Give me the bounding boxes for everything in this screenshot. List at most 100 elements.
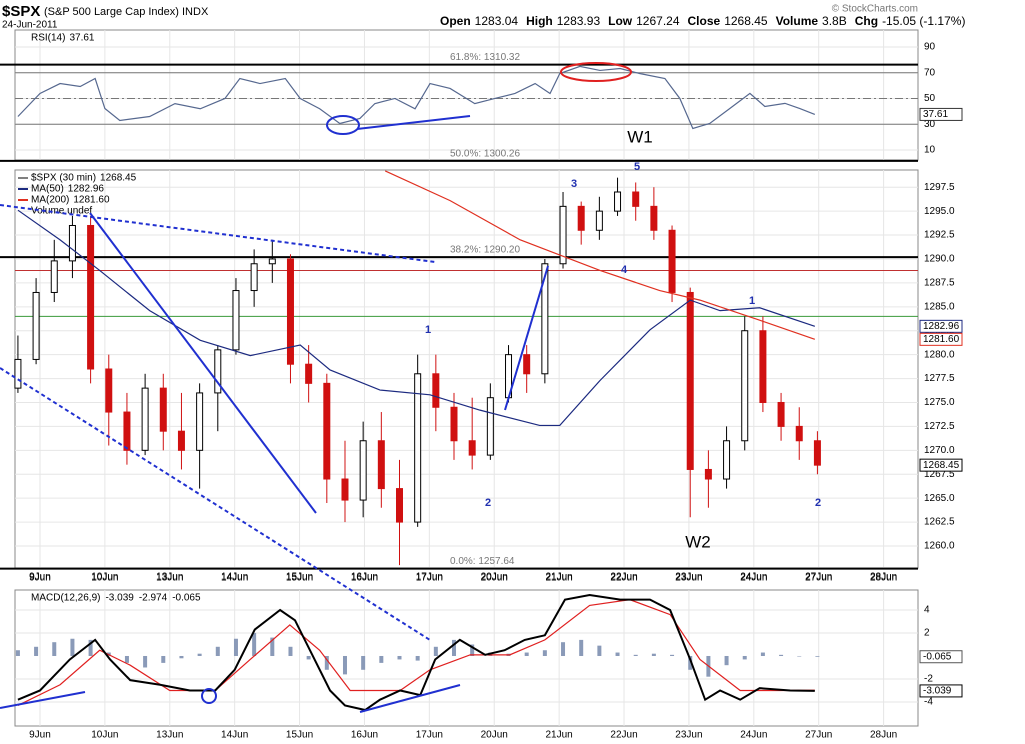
candle-body	[795, 425, 803, 442]
x-tick-label: 22Jun	[610, 730, 637, 741]
panel-frame	[14, 589, 919, 727]
last-value-box	[919, 650, 963, 664]
x-tick-label: 27Jun	[805, 573, 832, 584]
y-tick-label: 50	[924, 93, 936, 104]
x-tick-label: 13Jun	[156, 572, 183, 583]
x-tick-label: 14Jun	[221, 573, 248, 584]
y-tick-label: 4	[924, 605, 930, 616]
candle-body	[686, 291, 694, 470]
chart-title: $SPX	[2, 3, 40, 20]
fib-label: 61.8%: 1310.32	[450, 52, 520, 63]
chart-date: 24-Jun-2011	[2, 20, 58, 31]
histogram-bar	[797, 655, 802, 657]
x-tick-label: 17Jun	[416, 730, 443, 741]
histogram-bar	[815, 655, 820, 657]
candle-body	[341, 478, 349, 501]
candle-body	[68, 224, 76, 262]
x-tick-label: 21Jun	[546, 730, 573, 741]
x-tick-label: 22Jun	[610, 573, 637, 584]
x-tick-label: 15Jun	[286, 572, 313, 583]
trendline	[356, 115, 471, 130]
legend-label: MA(200)	[31, 195, 69, 206]
last-value-label: 1282.96	[923, 321, 960, 332]
x-tick-label: 15Jun	[286, 573, 313, 584]
legend-value: 1281.60	[73, 195, 110, 206]
panel-legend: -0.065	[172, 593, 201, 604]
candle-body	[105, 368, 113, 413]
y-tick-label: 1295.0	[924, 206, 955, 217]
histogram-bar	[88, 639, 93, 656]
histogram-bar	[524, 652, 529, 656]
candle-body	[741, 330, 749, 442]
histogram-bar	[361, 655, 366, 670]
candle-body	[87, 224, 95, 370]
wave-label: 5	[634, 161, 640, 173]
legend-label: Volume undef	[31, 206, 92, 217]
x-tick-label: 10Jun	[91, 572, 118, 583]
last-value-label: 1281.60	[923, 334, 960, 345]
legend-value: 1268.45	[100, 173, 137, 184]
x-tick-label: 16Jun	[351, 572, 378, 583]
y-tick-label: 1272.5	[924, 421, 955, 432]
y-tick-label: 70	[924, 67, 936, 78]
histogram-bar	[579, 639, 584, 656]
rsi-line	[17, 65, 816, 130]
y-tick-label: 1285.0	[924, 301, 955, 312]
x-tick-label: 13Jun	[156, 573, 183, 584]
header-value: 1283.93	[557, 14, 601, 28]
histogram-bar	[597, 645, 602, 656]
x-tick-label: 21Jun	[546, 573, 573, 584]
wave-label: 3	[571, 178, 577, 190]
histogram-bar	[615, 652, 620, 656]
x-tick-label: 20Jun	[481, 573, 508, 584]
x-tick-label: 17Jun	[416, 573, 443, 584]
y-tick-label: -4	[924, 697, 933, 708]
candle-body	[50, 260, 58, 293]
y-tick-label: 1287.5	[924, 278, 955, 289]
histogram-bar	[342, 655, 347, 675]
y-tick-label: 1297.5	[924, 182, 955, 193]
last-value-label: -3.039	[923, 686, 952, 697]
trendline	[89, 212, 317, 514]
candle-body	[523, 354, 531, 375]
candle-body	[377, 440, 385, 490]
last-value-box	[919, 332, 963, 346]
histogram-bar	[742, 655, 747, 660]
signal-line	[17, 599, 815, 706]
candle-body	[614, 191, 622, 212]
wave-label: 4	[621, 264, 628, 276]
y-tick-label: 1292.5	[924, 230, 955, 241]
credit: © StockCharts.com	[832, 4, 918, 15]
histogram-bar	[470, 644, 475, 656]
panel-frame	[14, 169, 919, 569]
x-tick-label: 9Jun	[29, 572, 51, 583]
histogram-bar	[379, 655, 384, 663]
candle-body	[232, 290, 240, 351]
fib-label: 38.2%: 1290.20	[450, 245, 520, 256]
header-value: 1268.45	[724, 14, 768, 28]
histogram-bar	[306, 655, 311, 660]
histogram-bar	[651, 653, 656, 656]
panel-frame	[14, 29, 919, 161]
panel-value: 37.61	[69, 33, 94, 44]
x-tick-label: 23Jun	[675, 730, 702, 741]
candle-body	[577, 205, 585, 231]
candle-body	[141, 387, 149, 451]
histogram-bar	[633, 654, 638, 656]
candle-body	[323, 382, 331, 480]
y-tick-label: 2	[924, 628, 930, 639]
header-label: High	[526, 14, 553, 28]
wave-label: 2	[485, 497, 491, 509]
candle-body	[704, 468, 712, 480]
last-value-label: 37.61	[923, 109, 948, 120]
annotations	[0, 62, 632, 713]
candle-body	[359, 440, 367, 501]
candle-body	[650, 205, 658, 231]
histogram-bar	[561, 642, 566, 656]
wave-label: 2	[815, 497, 821, 509]
x-tick-label: 24Jun	[740, 572, 767, 583]
x-tick-label: 10Jun	[91, 730, 118, 741]
candle-body	[305, 363, 313, 384]
wave-label: W2	[685, 532, 711, 551]
macd-line	[17, 594, 815, 712]
